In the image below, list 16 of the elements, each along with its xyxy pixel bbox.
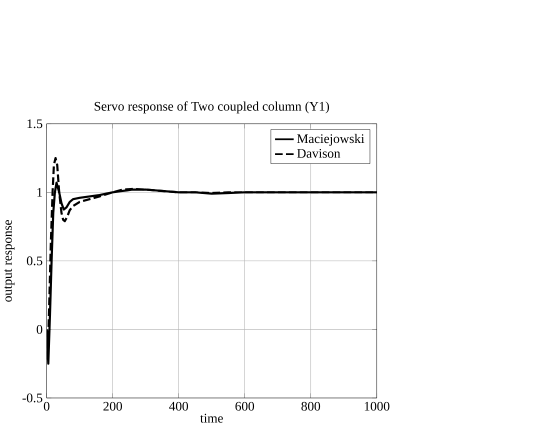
y-axis-title: output response [4,220,15,302]
y-tick-label: 0.5 [26,256,42,266]
x-tick-label: 800 [301,402,320,411]
y-tick-label: 1.5 [28,119,42,128]
x-tick-label: 1000 [364,402,390,411]
x-tick-label: 200 [103,402,122,411]
legend-label: Maciejowski [297,134,364,146]
y-tick-label: 0 [36,324,42,334]
y-tick-label: -0.5 [22,393,42,402]
legend-label: Davison [297,148,340,158]
x-tick-label: 400 [169,402,188,411]
y-tick-label: 1 [37,188,42,197]
x-tick-label: 600 [235,402,254,411]
x-axis-title: time [200,414,223,422]
chart-title: Servo response of Two coupled column (Y1) [94,101,330,114]
x-tick-label: 0 [44,402,50,411]
